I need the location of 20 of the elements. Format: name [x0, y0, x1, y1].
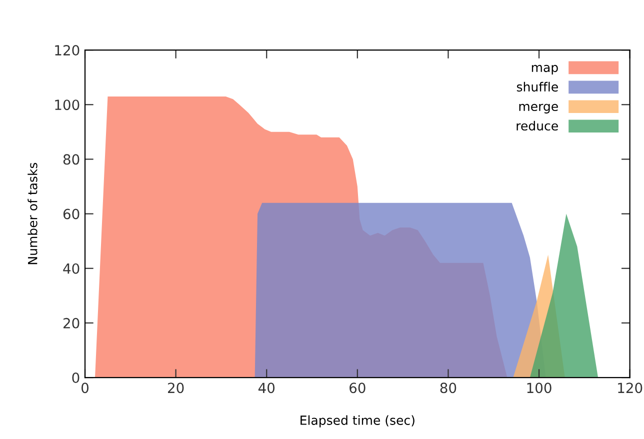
x-tick-label: 60 — [350, 382, 366, 394]
x-tick-label: 80 — [440, 382, 456, 394]
y-axis-title: Number of tasks — [28, 162, 38, 264]
legend-label: merge — [519, 104, 558, 114]
y-tick-label: 40 — [63, 263, 80, 274]
x-tick-label: 40 — [258, 382, 275, 394]
y-tick-label: 20 — [63, 318, 80, 328]
x-tick-label: 120 — [618, 382, 642, 394]
y-tick-label: 100 — [55, 100, 80, 110]
x-tick-label: 100 — [527, 382, 552, 394]
x-tick-label: 20 — [168, 382, 184, 394]
legend-label: map — [532, 64, 558, 75]
y-tick-label: 0 — [72, 372, 80, 384]
x-axis-title: Elapsed time (sec) — [300, 415, 414, 428]
x-tick-label: 0 — [82, 382, 89, 394]
legend-label: shuffle — [516, 82, 558, 92]
legend-label: reduce — [516, 120, 558, 131]
y-tick-label: 120 — [55, 45, 80, 56]
y-tick-label: 80 — [63, 154, 80, 165]
y-tick-label: 60 — [63, 208, 80, 220]
